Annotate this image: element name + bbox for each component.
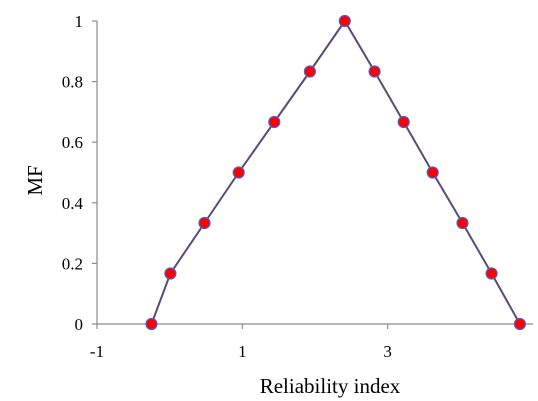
y-tick-label: 0.6 — [62, 133, 83, 152]
data-point — [268, 115, 281, 129]
data-point — [164, 267, 177, 280]
x-tick-label: -1 — [90, 342, 104, 361]
data-point — [368, 65, 381, 78]
series-line — [150, 19, 521, 325]
data-point — [397, 115, 410, 129]
data-point — [145, 317, 158, 331]
axes — [96, 21, 533, 325]
y-tick-label: 1 — [75, 12, 84, 31]
x-ticks: -1 1 3 — [90, 324, 392, 361]
y-tick-label: 0.2 — [62, 254, 83, 273]
data-point — [513, 317, 527, 331]
y-ticks: 0 0.2 0.4 0.6 0.8 1 — [62, 12, 97, 334]
x-tick-label: 1 — [238, 342, 247, 361]
data-point — [426, 166, 439, 179]
x-axis-title: Reliability index — [260, 374, 401, 398]
y-axis-title: MF — [23, 165, 47, 195]
data-point — [485, 267, 498, 280]
data-point — [338, 14, 351, 28]
data-point — [198, 216, 211, 230]
y-tick-label: 0 — [75, 315, 84, 334]
y-tick-label: 0.4 — [62, 194, 84, 213]
data-point — [303, 65, 316, 78]
data-point — [232, 166, 245, 179]
data-point — [456, 216, 469, 230]
x-tick-label: 3 — [383, 342, 392, 361]
series-layer — [145, 14, 527, 331]
y-tick-label: 0.8 — [62, 73, 83, 92]
